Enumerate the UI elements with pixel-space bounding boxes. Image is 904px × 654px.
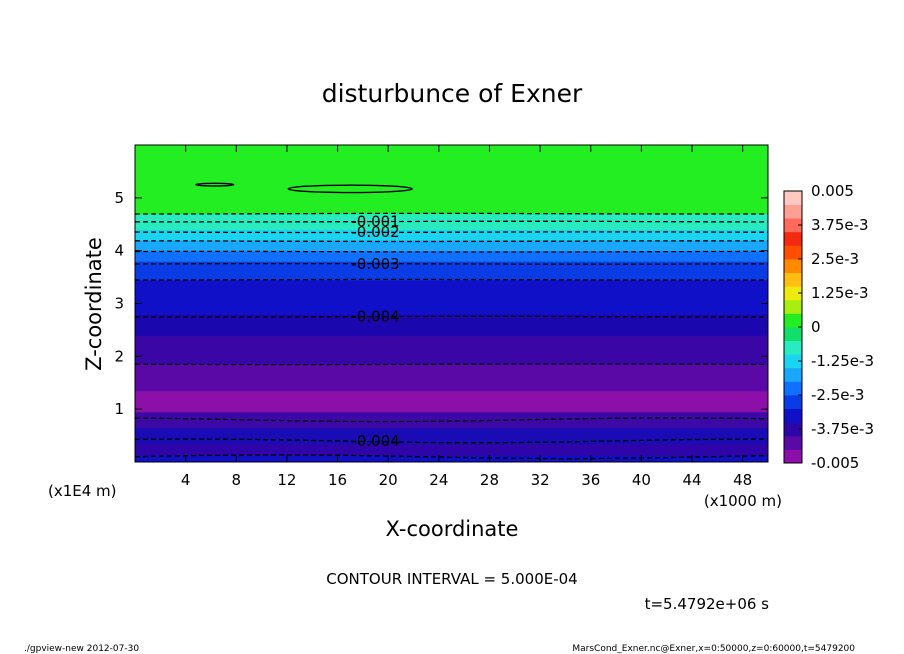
y-axis-ticks: 1 2 3 4 5 xyxy=(114,189,768,418)
x-axis-ticks: 4 8 12 16 20 24 28 32 36 40 44 48 xyxy=(181,145,752,489)
colorbar-swatch-11 xyxy=(784,299,802,314)
contour-line-9 xyxy=(135,231,768,234)
colorbar-swatch-13 xyxy=(784,272,802,287)
colorbar-swatch-16 xyxy=(784,231,802,246)
colorbar-tick-label-6: -2.5e-3 xyxy=(811,386,864,404)
colorbar-swatch-10 xyxy=(784,313,802,328)
x-tick-label-0: 4 xyxy=(181,471,191,489)
contour-line-10 xyxy=(135,220,768,223)
contour-field xyxy=(135,145,768,462)
footer-left: ./gpview-new 2012-07-30 xyxy=(24,644,139,654)
closed-contour-0 xyxy=(195,182,235,187)
colorbar-swatch-19 xyxy=(784,191,802,205)
contour-line-11 xyxy=(135,212,768,215)
colorbar-tick-label-4: 0 xyxy=(811,318,821,336)
y-axis-label: Z-coordinate xyxy=(82,237,106,371)
contour-line-4 xyxy=(135,315,768,318)
y-tick-label-0: 1 xyxy=(114,400,124,418)
field-band-12 xyxy=(135,229,768,241)
colorbar-swatch-2 xyxy=(784,422,802,437)
colorbar-swatch-15 xyxy=(784,245,802,260)
colorbar-swatch-8 xyxy=(784,340,802,355)
x-tick-label-7: 32 xyxy=(531,471,550,489)
x-axis-unit: (x1000 m) xyxy=(704,492,782,510)
field-band-1 xyxy=(135,443,768,457)
contour-lines xyxy=(135,212,768,460)
colorbar-swatch-3 xyxy=(784,408,802,423)
contour-line-3 xyxy=(135,363,768,366)
contour-label-0: -0.001 xyxy=(351,213,399,231)
colorbar-tick-label-5: -1.25e-3 xyxy=(811,352,874,370)
field-band-0 xyxy=(135,455,768,462)
colorbar-swatch-1 xyxy=(784,435,802,450)
field-band-10 xyxy=(135,250,768,262)
contour-line-0 xyxy=(135,454,768,460)
time-text: t=5.4792e+06 s xyxy=(645,595,770,613)
contour-label-2: -0.003 xyxy=(351,255,399,273)
contour-line-2 xyxy=(135,417,768,423)
x-tick-label-9: 40 xyxy=(632,471,651,489)
y-tick-label-4: 5 xyxy=(114,189,124,207)
field-band-8 xyxy=(135,279,768,315)
colorbar-swatch-0 xyxy=(784,449,802,464)
x-tick-label-6: 28 xyxy=(480,471,499,489)
y-tick-label-2: 3 xyxy=(114,295,124,313)
field-band-9 xyxy=(135,261,768,281)
colorbar-tick-label-2: 2.5e-3 xyxy=(811,250,859,268)
field-band-2 xyxy=(135,427,768,445)
colorbar-tick-label-7: -3.75e-3 xyxy=(811,420,874,438)
y-tick-label-1: 2 xyxy=(114,347,124,365)
y-axis-unit: (x1E4 m) xyxy=(48,482,117,500)
y-tick-label-3: 4 xyxy=(114,242,124,260)
contour-line-8 xyxy=(135,240,768,243)
contour-line-5 xyxy=(135,278,768,281)
colorbar-swatch-12 xyxy=(784,286,802,301)
x-tick-label-2: 12 xyxy=(277,471,296,489)
x-tick-label-1: 8 xyxy=(232,471,242,489)
contour-line-1 xyxy=(135,438,768,444)
colorbar-swatch-14 xyxy=(784,259,802,273)
contour-label-1: -0.002 xyxy=(351,223,399,241)
field-band-5 xyxy=(135,364,768,392)
colorbar-swatch-6 xyxy=(784,367,802,382)
colorbar-swatch-5 xyxy=(784,381,802,396)
colorbar-tick-label-8: -0.005 xyxy=(811,454,859,472)
colorbar-ticks: 0.005 3.75e-3 2.5e-3 1.25e-3 0 -1.25e-3 -2.5e-… xyxy=(798,182,874,472)
x-axis-label: X-coordinate xyxy=(386,517,519,541)
x-tick-label-11: 48 xyxy=(733,471,752,489)
contour-labels: -0.001-0.002 -0.003 -0.004 -0.004 xyxy=(351,213,399,450)
colorbar-swatch-18 xyxy=(784,204,802,219)
closed-contours xyxy=(195,182,413,194)
contour-line-7 xyxy=(135,250,768,253)
closed-contour-1 xyxy=(287,184,413,194)
colorbar-swatch-4 xyxy=(784,395,802,409)
contour-line-6 xyxy=(135,262,768,265)
field-band-11 xyxy=(135,240,768,252)
colorbar xyxy=(784,191,802,464)
contour-label-3: -0.004 xyxy=(351,308,399,326)
colorbar-tick-label-1: 3.75e-3 xyxy=(811,216,869,234)
field-band-7 xyxy=(135,314,768,336)
x-tick-label-8: 36 xyxy=(581,471,600,489)
field-band-6 xyxy=(135,335,768,365)
colorbar-tick-label-3: 1.25e-3 xyxy=(811,284,869,302)
field-band-14 xyxy=(135,145,768,215)
x-tick-label-10: 44 xyxy=(682,471,701,489)
x-tick-label-3: 16 xyxy=(328,471,347,489)
colorbar-swatch-7 xyxy=(784,354,802,369)
x-tick-label-5: 24 xyxy=(429,471,448,489)
field-band-3 xyxy=(135,411,768,429)
colorbar-swatch-9 xyxy=(784,327,802,341)
footer-right: MarsCond_Exner.nc@Exner,x=0:50000,z=0:60… xyxy=(572,644,855,654)
chart-title: disturbunce of Exner xyxy=(322,79,583,108)
colorbar-tick-label-0: 0.005 xyxy=(811,182,854,200)
contour-interval-text: CONTOUR INTERVAL = 5.000E-04 xyxy=(326,570,577,588)
x-tick-label-4: 20 xyxy=(379,471,398,489)
contour-label-4: -0.004 xyxy=(351,432,399,450)
colorbar-swatch-17 xyxy=(784,218,802,233)
field-band-4 xyxy=(135,390,768,413)
